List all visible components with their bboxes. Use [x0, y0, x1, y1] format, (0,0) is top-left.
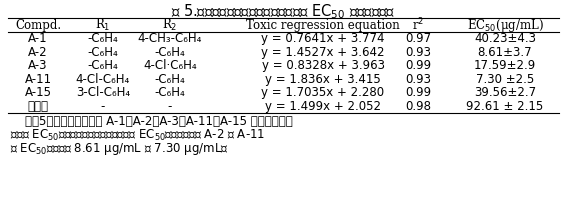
Text: A-1: A-1	[28, 32, 48, 45]
Text: 病菌的 EC$_{50}$均远远低于对照药剂叶枯唇的 EC$_{50}$，其中化合物 A-2 和 A-11: 病菌的 EC$_{50}$均远远低于对照药剂叶枯唇的 EC$_{50}$，其中化…	[10, 128, 265, 143]
Text: 4-Cl·C₆H₄: 4-Cl·C₆H₄	[143, 59, 197, 72]
Text: 40.23±4.3: 40.23±4.3	[474, 32, 536, 45]
Text: 从表5中可也看出化合物 A-1，A-2，A-3，A-11，A-15 对水稻白叶枯: 从表5中可也看出化合物 A-1，A-2，A-3，A-11，A-15 对水稻白叶枯	[10, 115, 293, 128]
Text: 0.93: 0.93	[405, 73, 431, 86]
Text: -C₆H₄: -C₆H₄	[88, 59, 119, 72]
Text: R$_1$: R$_1$	[95, 17, 111, 33]
Text: 表 5.部分目标化合物对水稻白叶枯病菌 EC$_{50}$ 活性测试结果: 表 5.部分目标化合物对水稻白叶枯病菌 EC$_{50}$ 活性测试结果	[171, 2, 395, 21]
Text: 39.56±2.7: 39.56±2.7	[474, 86, 536, 99]
Text: A-11: A-11	[24, 73, 52, 86]
Text: R$_2$: R$_2$	[162, 17, 177, 33]
Text: 8.61±3.7: 8.61±3.7	[477, 46, 532, 59]
Text: -: -	[168, 100, 172, 113]
Text: Toxic regression equation: Toxic regression equation	[246, 18, 400, 32]
Text: -C₆H₄: -C₆H₄	[88, 32, 119, 45]
Text: 7.30 ±2.5: 7.30 ±2.5	[476, 73, 534, 86]
Text: -C₆H₄: -C₆H₄	[88, 46, 119, 59]
Text: -C₆H₄: -C₆H₄	[155, 73, 185, 86]
Text: 3-Cl-C₆H₄: 3-Cl-C₆H₄	[76, 86, 130, 99]
Text: y = 1.499x + 2.052: y = 1.499x + 2.052	[265, 100, 381, 113]
Text: 0.97: 0.97	[405, 32, 431, 45]
Text: r$^2$: r$^2$	[412, 17, 424, 33]
Text: 叶枯唇: 叶枯唇	[28, 100, 49, 113]
Text: y = 1.7035x + 2.280: y = 1.7035x + 2.280	[261, 86, 384, 99]
Text: A-2: A-2	[28, 46, 48, 59]
Text: A-15: A-15	[24, 86, 52, 99]
Text: y = 1.4527x + 3.642: y = 1.4527x + 3.642	[261, 46, 385, 59]
Text: 的 EC$_{50}$値分别为 8.61 μg/mL 和 7.30 μg/mL。: 的 EC$_{50}$値分别为 8.61 μg/mL 和 7.30 μg/mL。	[10, 141, 229, 157]
Text: y = 0.7641x + 3.774: y = 0.7641x + 3.774	[261, 32, 385, 45]
Text: Compd.: Compd.	[15, 18, 61, 32]
Text: -C₆H₄: -C₆H₄	[155, 86, 185, 99]
Text: 0.99: 0.99	[405, 86, 431, 99]
Text: -C₆H₄: -C₆H₄	[155, 46, 185, 59]
Text: 0.98: 0.98	[405, 100, 431, 113]
Text: y = 1.836x + 3.415: y = 1.836x + 3.415	[265, 73, 381, 86]
Text: 4-Cl-C₆H₄: 4-Cl-C₆H₄	[76, 73, 130, 86]
Text: A-3: A-3	[28, 59, 48, 72]
Text: 0.99: 0.99	[405, 59, 431, 72]
Text: 92.61 ± 2.15: 92.61 ± 2.15	[467, 100, 544, 113]
Text: 17.59±2.9: 17.59±2.9	[474, 59, 536, 72]
Text: y = 0.8328x + 3.963: y = 0.8328x + 3.963	[261, 59, 384, 72]
Text: EC$_{50}$(μg/mL): EC$_{50}$(μg/mL)	[467, 17, 543, 34]
Text: -: -	[101, 100, 105, 113]
Text: 0.93: 0.93	[405, 46, 431, 59]
Text: 4-CH₃-C₆H₄: 4-CH₃-C₆H₄	[138, 32, 202, 45]
